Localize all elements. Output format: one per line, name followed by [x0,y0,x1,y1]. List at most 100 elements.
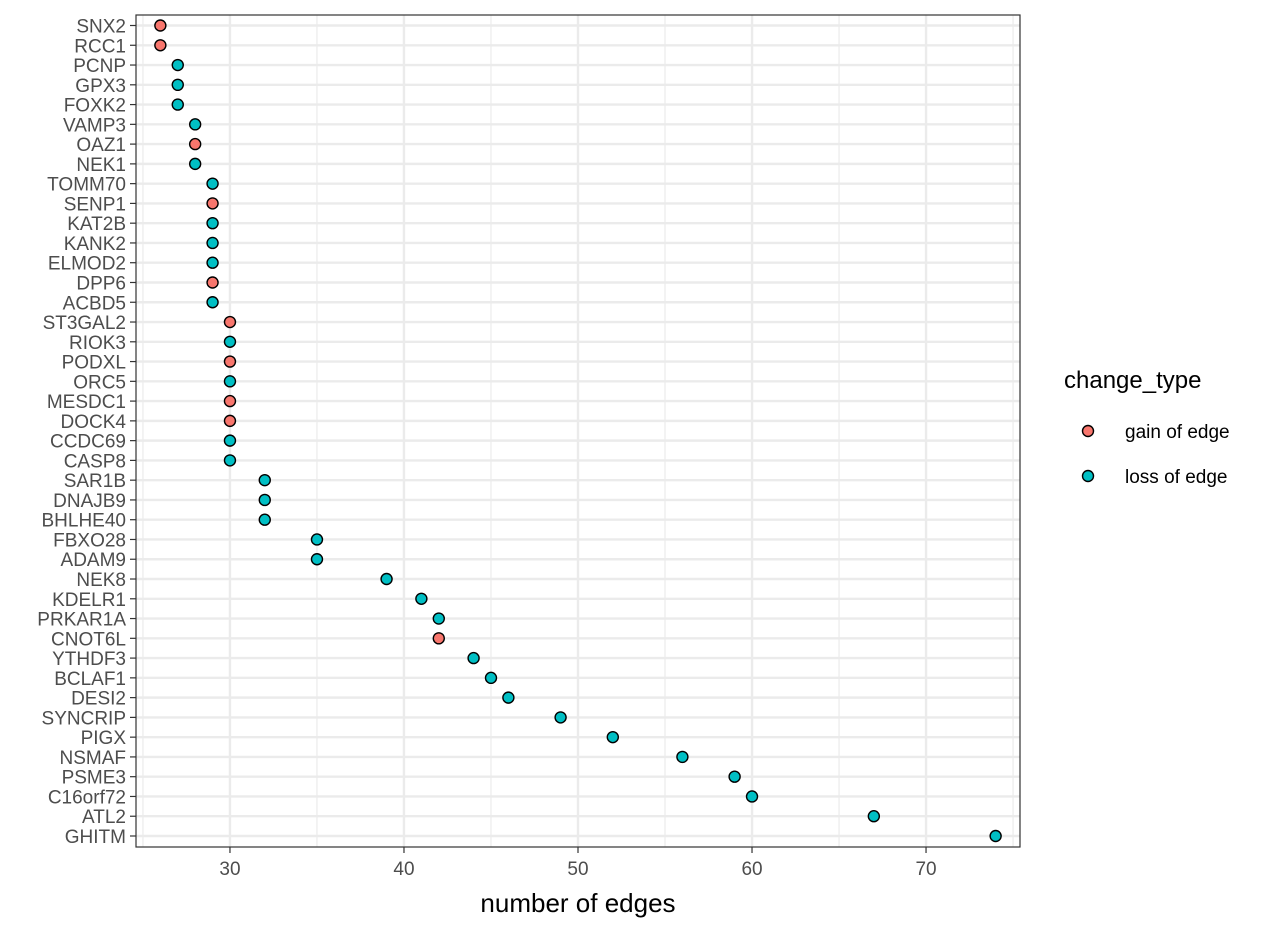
data-point-kat2b [206,216,219,230]
y-tick-label: ATL2 [82,807,126,828]
legend-entries: gain of edge loss of edge [1081,422,1230,488]
data-point-dnajb9 [258,493,271,507]
legend-label: gain of edge [1125,422,1230,443]
data-point-psme3 [728,770,741,783]
y-tick-label: VAMP3 [63,115,126,136]
y-tick-label: FOXK2 [64,96,126,117]
y-tick-label: ELMOD2 [48,254,126,275]
data-point-bclaf1 [484,671,498,685]
data-point-acbd5 [206,296,219,309]
data-point-nsmaf [676,750,689,764]
data-point-ythdf3 [467,651,480,665]
data-point-kank2 [206,236,219,250]
data-point-nek8 [380,572,393,586]
data-point-snx2 [154,19,167,32]
y-tick-label: SNX2 [76,17,126,38]
y-tick-label: PRKAR1A [37,610,126,631]
x-axis-title: number of edges [480,888,675,918]
y-axis-tick-labels: SNX2RCC1PCNPGPX3FOXK2VAMP3OAZ1NEK1TOMM70… [37,17,126,849]
data-point-kdelr1 [415,592,428,605]
x-tick-label: 50 [567,859,588,880]
y-tick-label: DOCK4 [61,412,127,433]
y-tick-label: ST3GAL2 [43,313,126,334]
data-point-bhlhe40 [258,513,271,526]
data-point-fbxo28 [310,533,324,546]
data-point-gpx3 [171,78,184,92]
y-tick-label: GHITM [65,827,126,848]
y-tick-label: PODXL [62,353,126,374]
y-tick-label: TOMM70 [47,175,126,196]
y-tick-label: CASP8 [64,451,126,472]
data-point-atl2 [867,810,881,823]
axis-ticks [130,24,927,853]
y-tick-label: DNAJB9 [53,491,126,512]
y-tick-label: PCNP [73,56,126,77]
legend-key [1081,469,1095,483]
y-tick-label: KAT2B [67,214,126,235]
major-gridlines [136,15,1020,847]
y-tick-label: CCDC69 [50,432,126,453]
y-tick-label: SENP1 [64,194,126,215]
data-point-pigx [606,730,620,744]
data-point-adam9 [310,553,324,566]
x-tick-label: 60 [741,859,762,880]
data-point-orc5 [223,375,237,388]
data-point-casp8 [223,454,237,467]
y-tick-label: KDELR1 [52,590,126,611]
data-points [154,19,1002,843]
y-tick-label: ADAM9 [61,550,126,571]
data-point-vamp3 [188,118,202,131]
y-tick-label: SYNCRIP [42,708,126,729]
data-point-ccdc69 [223,434,237,447]
data-point-prkar1a [432,612,445,625]
data-point-senp1 [206,197,219,210]
y-tick-label: RCC1 [74,36,126,57]
legend: change_type gain of edge loss of edge [1064,367,1230,488]
y-tick-label: ACBD5 [63,293,126,314]
y-tick-label: SAR1B [64,471,126,492]
data-point-oaz1 [188,137,202,151]
data-point-rcc1 [154,39,167,52]
y-tick-label: PIGX [81,728,127,749]
y-tick-label: MESDC1 [47,392,126,413]
data-point-desi2 [502,691,515,704]
data-point-foxk2 [171,98,184,111]
y-tick-label: FBXO28 [53,530,126,551]
data-point-c16orf72 [745,790,759,803]
y-tick-label: C16orf72 [48,787,126,808]
minor-gridlines [142,15,1014,847]
data-point-elmod2 [206,256,219,269]
y-tick-label: RIOK3 [69,333,126,354]
y-tick-label: BHLHE40 [42,511,127,532]
y-tick-label: YTHDF3 [52,649,126,670]
data-point-dpp6 [206,276,219,289]
x-axis-tick-labels: 30 40 50 60 70 [219,859,936,880]
y-tick-label: GPX3 [75,76,126,97]
y-tick-label: NSMAF [60,748,127,769]
y-tick-label: BCLAF1 [54,669,126,690]
y-tick-label: CNOT6L [51,629,126,650]
data-point-pcnp [171,58,184,72]
data-point-ghitm [989,829,1002,843]
legend-title: change_type [1064,367,1201,394]
data-point-mesdc1 [223,394,237,408]
y-tick-label: NEK8 [76,570,126,591]
data-point-cnot6l [432,632,445,645]
x-tick-label: 40 [393,859,414,880]
panel-border [135,14,1021,848]
y-tick-label: NEK1 [76,155,126,176]
data-point-riok3 [223,335,237,348]
x-tick-label: 30 [219,859,240,880]
data-point-tomm70 [206,177,219,190]
legend-label: loss of edge [1125,467,1227,488]
y-tick-label: OAZ1 [76,135,126,156]
data-point-nek1 [188,157,202,171]
legend-key [1081,424,1095,438]
y-tick-label: PSME3 [62,768,126,789]
data-point-syncrip [554,711,567,724]
y-tick-label: ORC5 [73,372,126,393]
y-tick-label: DESI2 [71,689,126,710]
x-tick-label: 70 [915,859,936,880]
y-tick-label: DPP6 [76,273,126,294]
data-point-sar1b [258,473,271,487]
